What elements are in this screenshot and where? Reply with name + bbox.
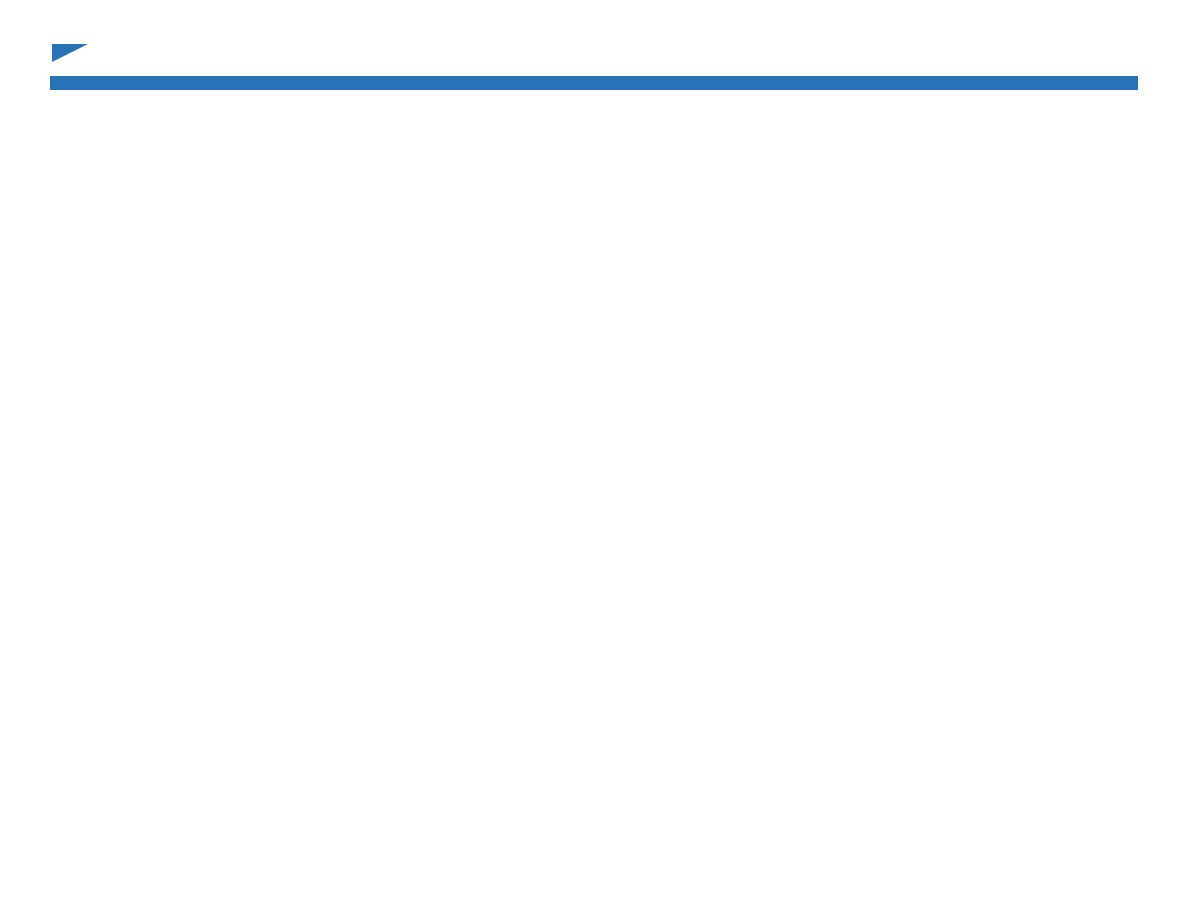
flag-icon [52, 44, 88, 62]
weekday-header [516, 78, 671, 90]
weekday-header [672, 78, 827, 90]
weekday-header [205, 78, 360, 90]
weekday-header [50, 78, 205, 90]
weekday-header [361, 78, 516, 90]
weekday-header [983, 78, 1138, 90]
calendar-grid [50, 76, 1138, 90]
brand-logo [50, 40, 88, 72]
brand-text [50, 40, 88, 72]
weekday-header-row [50, 76, 1138, 90]
weekday-header [827, 78, 982, 90]
page-header [50, 40, 1138, 72]
